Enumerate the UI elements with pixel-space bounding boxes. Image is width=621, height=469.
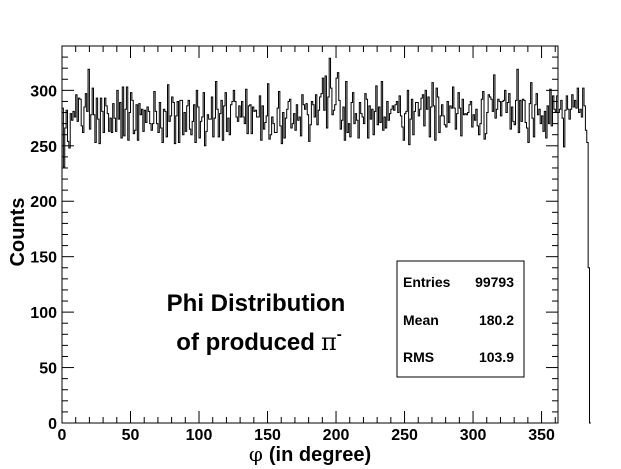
stats-box-frame [396,260,525,378]
stats-entries-label: Entries [403,274,451,290]
y-tick-label: 100 [30,305,57,322]
x-tick-label: 0 [58,427,67,444]
x-tick-label: 50 [122,427,140,444]
y-tick-label: 150 [30,250,57,267]
annotation-line-2-text: of produced [176,329,315,356]
stats-box: Entries 99793 Mean 180.2 RMS 103.9 [396,260,525,378]
x-tick-label: 350 [528,427,555,444]
stats-mean-label: Mean [403,312,439,328]
annotation-line-2: of produced π- [176,326,341,356]
x-axis-phi-symbol: φ [249,442,263,466]
stats-rms-value: 103.9 [479,349,514,365]
x-axis-title: φ (in degree) [249,442,371,466]
y-tick-label: 300 [30,83,57,100]
annotation-line-1: Phi Distribution [167,290,346,317]
y-tick-label: 200 [30,194,57,211]
annotation-pi-symbol: π [321,328,337,356]
stats-entries-value: 99793 [475,274,514,290]
stats-mean-value: 180.2 [479,312,514,328]
x-tick-label: 150 [254,427,281,444]
y-tick-label: 50 [39,361,57,378]
x-tick-label: 100 [186,427,213,444]
x-tick-label: 200 [323,427,350,444]
x-axis-ticks: 0 50 100 150 200 250 300 350 [58,46,556,444]
annotation-superscript: - [337,326,342,343]
x-axis-label: (in degree) [269,444,371,466]
x-tick-label: 300 [460,427,487,444]
y-axis-ticks: 0 50 100 150 200 250 300 [30,45,558,433]
y-tick-label: 0 [48,416,57,433]
y-tick-label: 250 [30,139,57,156]
x-tick-label: 250 [391,427,418,444]
y-axis-title: Counts [7,198,29,267]
histogram-series-line [61,57,591,424]
stats-rms-label: RMS [403,349,434,365]
